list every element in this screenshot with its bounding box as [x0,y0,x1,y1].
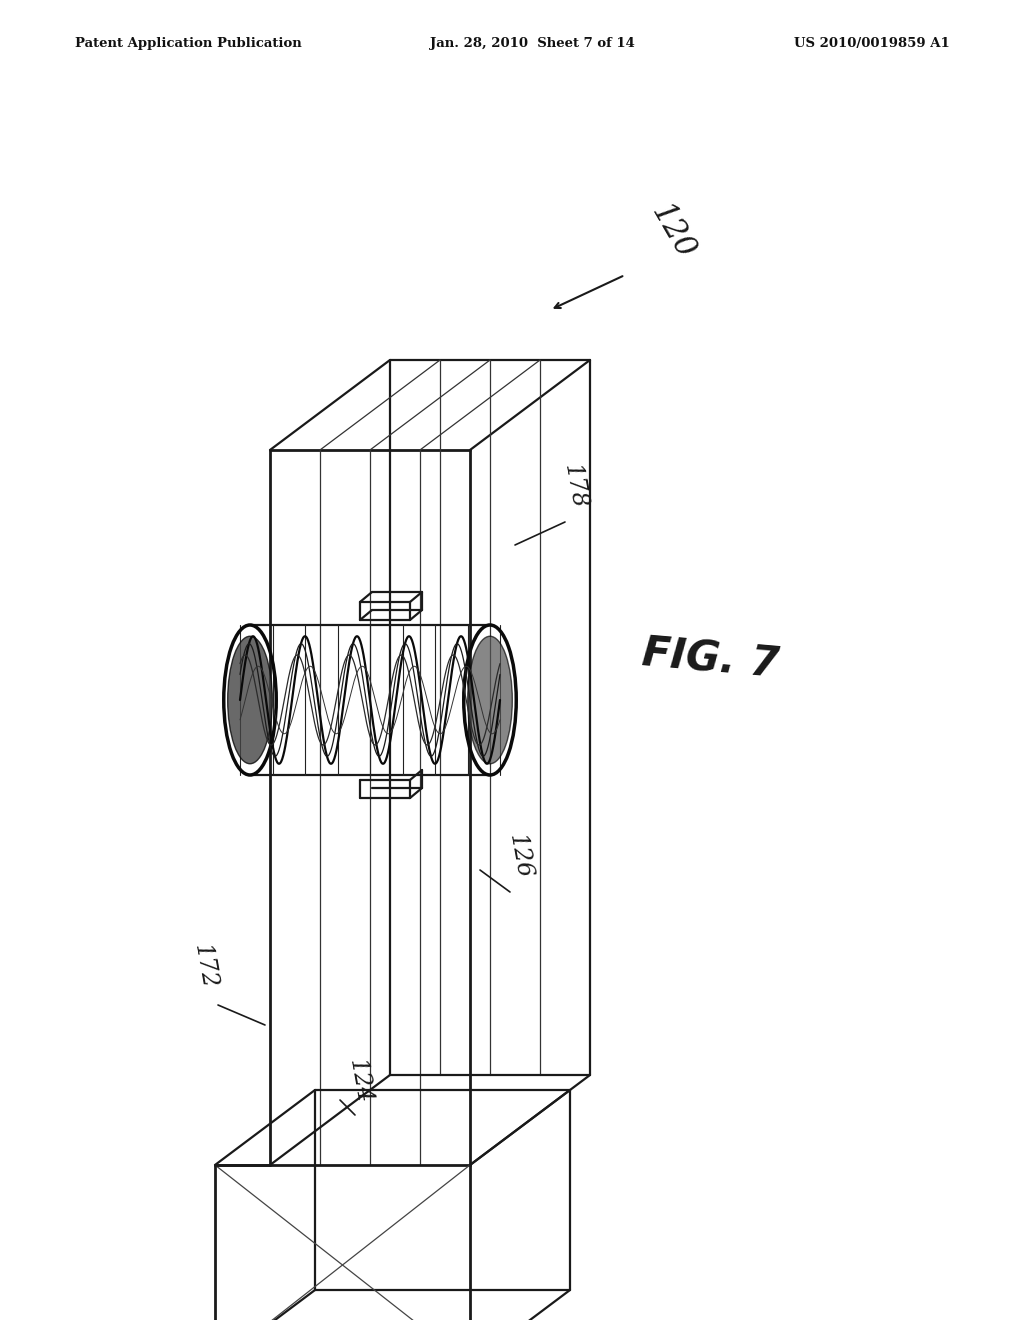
Ellipse shape [468,636,512,764]
Text: 126: 126 [505,832,536,880]
Ellipse shape [227,636,272,764]
Text: 172: 172 [189,941,220,990]
Text: 124: 124 [345,1057,375,1105]
Text: FIG. 7: FIG. 7 [640,634,780,686]
Text: 178: 178 [560,462,590,510]
Text: 120: 120 [645,199,700,265]
Text: Jan. 28, 2010  Sheet 7 of 14: Jan. 28, 2010 Sheet 7 of 14 [430,37,635,50]
Text: Patent Application Publication: Patent Application Publication [75,37,302,50]
Text: US 2010/0019859 A1: US 2010/0019859 A1 [795,37,950,50]
